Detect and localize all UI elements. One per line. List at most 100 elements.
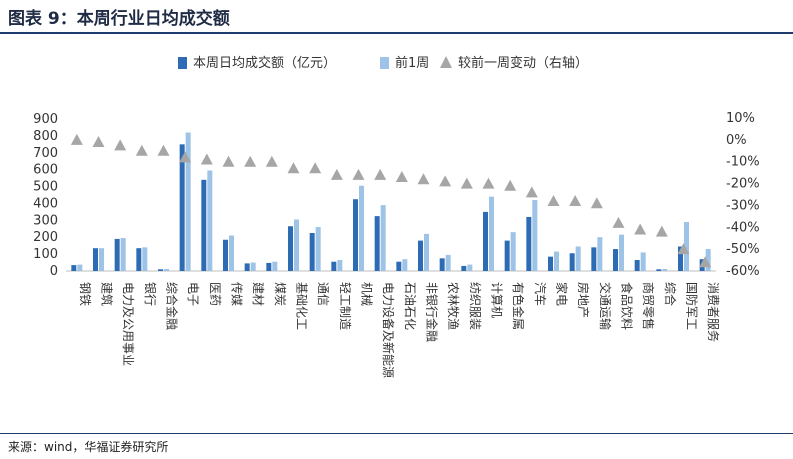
left-tick-label: 0 — [50, 264, 58, 279]
category-label: 非银行金融 — [425, 282, 440, 342]
change-markers — [70, 133, 712, 268]
bar-current-week — [288, 226, 293, 271]
left-tick-label: 500 — [33, 180, 58, 195]
category-label: 农林牧渔 — [446, 282, 460, 330]
right-tick-label: -20% — [726, 177, 760, 192]
change-marker — [92, 136, 105, 148]
left-tick-label: 300 — [33, 213, 58, 228]
bar-previous-week — [142, 247, 148, 271]
bar-current-week — [439, 258, 445, 271]
left-tick-label: 800 — [33, 129, 58, 144]
bar-current-week — [201, 179, 207, 271]
change-marker — [395, 171, 408, 183]
category-label: 石油石化 — [403, 282, 417, 330]
change-marker — [70, 133, 83, 145]
bar-previous-week — [380, 205, 386, 271]
bar-current-week — [678, 246, 683, 271]
bar-previous-week — [684, 222, 689, 271]
bar-current-week — [483, 211, 488, 271]
category-label: 汽车 — [533, 282, 548, 306]
right-tick-label: -30% — [726, 198, 760, 213]
bar-previous-week — [597, 237, 603, 271]
category-label: 煤炭 — [273, 282, 287, 306]
bar-previous-week — [467, 264, 473, 271]
right-tick-label: 10% — [726, 111, 755, 126]
right-tick-label: -60% — [726, 264, 760, 279]
bar-previous-week — [185, 132, 191, 271]
category-label: 综合金融 — [165, 282, 180, 330]
change-marker — [655, 225, 668, 237]
change-marker — [265, 155, 278, 167]
change-marker — [612, 216, 625, 228]
bar-current-week — [353, 199, 358, 271]
bar-previous-week — [554, 251, 559, 271]
category-label: 轻工制造 — [338, 282, 352, 330]
change-marker — [135, 144, 148, 156]
bar-previous-week — [272, 261, 278, 271]
category-label: 钢铁 — [78, 282, 92, 306]
right-y-axis: 10% 0% -10% -20% -30% -40% -50% -60% — [726, 111, 760, 279]
bar-previous-week — [250, 262, 256, 271]
right-tick-label: -40% — [726, 220, 760, 235]
bar-previous-week — [164, 268, 169, 271]
change-marker — [504, 179, 517, 191]
bar-current-week — [374, 216, 380, 271]
change-marker — [222, 155, 235, 167]
bar-previous-week — [489, 196, 494, 271]
bar-current-week — [569, 253, 575, 271]
bar-previous-week — [640, 252, 646, 271]
bar-previous-week — [207, 170, 213, 271]
bar-current-week — [504, 240, 510, 271]
bar-current-week — [244, 263, 250, 271]
source-rule — [0, 433, 793, 434]
change-marker — [309, 162, 322, 174]
bar-current-week — [266, 262, 272, 271]
change-marker — [590, 197, 603, 209]
bar-previous-week — [532, 200, 538, 271]
bar-current-week — [331, 261, 337, 271]
bar-previous-week — [77, 264, 83, 271]
left-tick-label: 700 — [33, 146, 58, 161]
change-marker — [547, 195, 560, 207]
bar-current-week — [71, 265, 77, 271]
category-label: 电力设备及新能源 — [381, 282, 396, 378]
change-marker — [569, 195, 582, 207]
change-marker — [439, 175, 452, 187]
bar-previous-week — [120, 238, 126, 271]
category-labels: 钢铁 建筑 电力及公用事业 银行 综合金融 电子 医药 传媒 建材 煤炭 基础化工 通信 轻工制造 机械电… — [78, 282, 721, 378]
title-rule — [0, 32, 793, 34]
legend-swatch-change — [440, 56, 452, 68]
change-marker — [114, 139, 127, 151]
legend-swatch-previous — [380, 57, 389, 69]
category-label: 计算机 — [490, 282, 505, 318]
category-label: 国防军工 — [685, 282, 700, 330]
category-label: 机械 — [360, 282, 375, 306]
bar-current-week — [179, 144, 185, 271]
left-tick-label: 900 — [33, 112, 58, 127]
legend-label-current: 本周日均成交额（亿元） — [193, 55, 336, 71]
category-label: 纺织服装 — [468, 282, 482, 330]
change-marker — [699, 256, 712, 268]
bar-current-week — [309, 233, 315, 271]
category-label: 交通运输 — [598, 282, 613, 330]
change-marker — [179, 151, 192, 163]
bar-previous-week — [705, 249, 711, 271]
left-tick-label: 100 — [33, 247, 58, 262]
right-tick-label: 0% — [726, 133, 747, 148]
bar-current-week — [396, 261, 402, 271]
bar-current-week — [223, 239, 228, 271]
left-tick-label: 600 — [33, 163, 58, 178]
bar-chart: 本周日均成交额（亿元） 前1周 较前一周变动（右轴） 0 100 200 300 40050… — [33, 55, 760, 378]
category-label: 银行 — [143, 282, 157, 306]
change-marker — [417, 173, 430, 185]
category-label: 基础化工 — [295, 282, 309, 330]
source-note: 来源：wind，华福证券研究所 — [8, 440, 169, 454]
change-marker — [157, 144, 170, 156]
bar-previous-week — [445, 254, 451, 271]
bar-current-week — [114, 238, 120, 271]
change-marker — [352, 168, 365, 180]
legend-swatch-current — [178, 57, 187, 69]
legend-label-previous: 前1周 — [395, 55, 429, 71]
left-tick-label: 200 — [33, 230, 58, 245]
change-marker — [460, 177, 473, 189]
